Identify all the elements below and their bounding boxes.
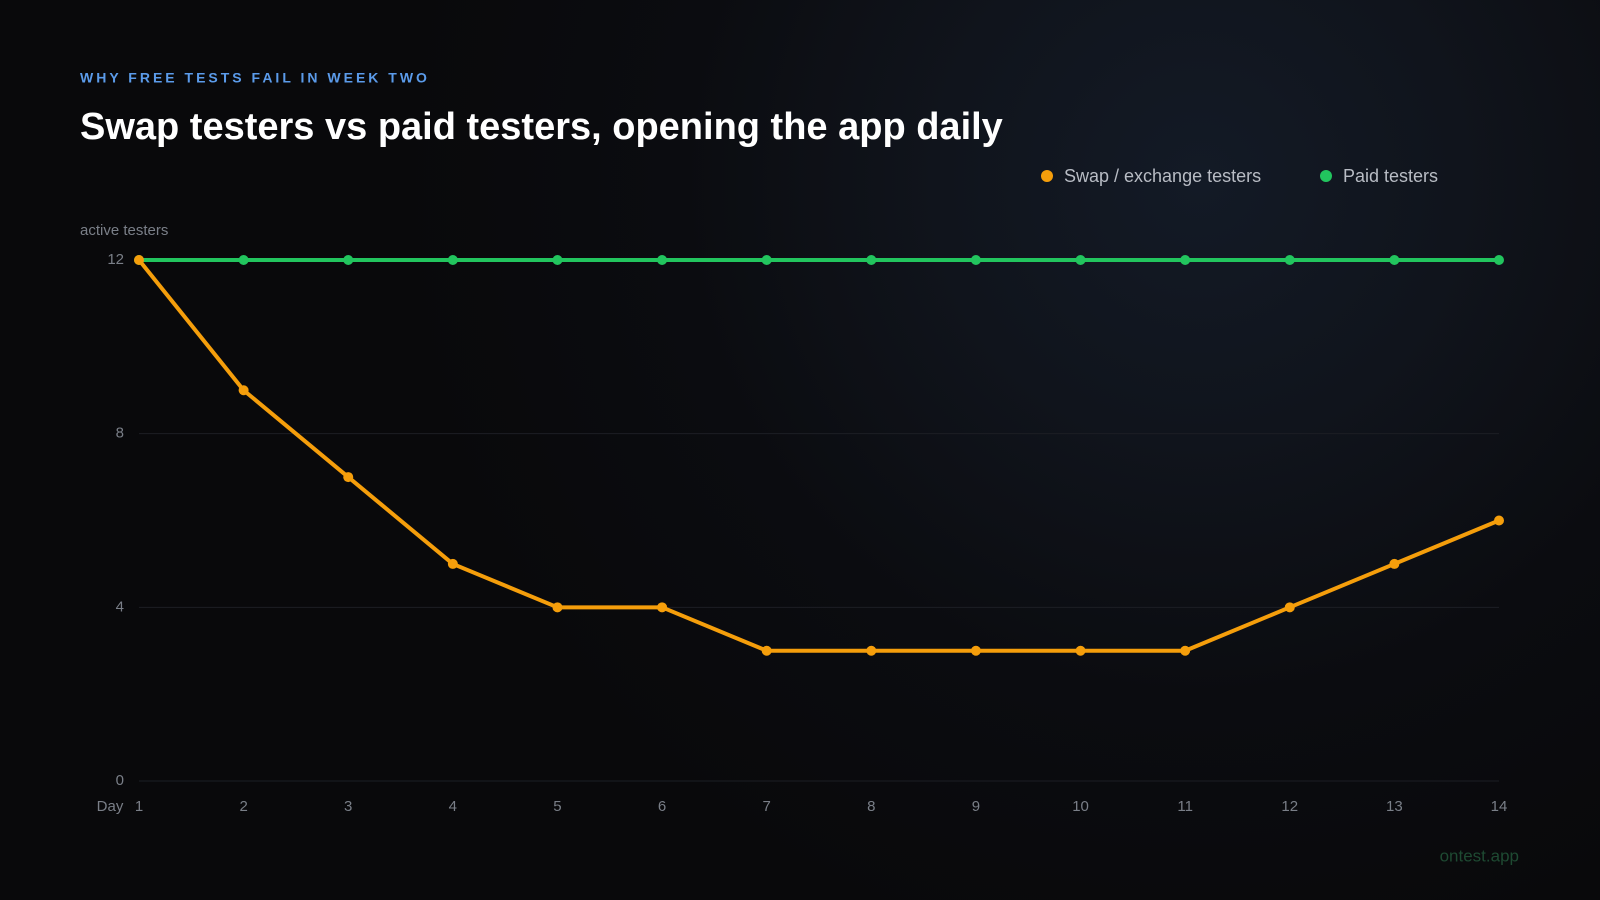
footer: ontest.app — [1440, 846, 1519, 865]
y-tick-label: 0 — [116, 772, 124, 789]
data-point — [343, 255, 354, 265]
legend-marker — [1320, 170, 1332, 182]
x-tick-label: 9 — [972, 798, 980, 815]
data-point — [1389, 255, 1400, 265]
x-tick-label: 7 — [763, 798, 771, 815]
data-point — [970, 645, 981, 656]
chart-title: Swap testers vs paid testers, opening th… — [80, 106, 1003, 148]
data-point — [343, 472, 354, 483]
data-point — [657, 602, 668, 613]
data-point — [552, 255, 563, 265]
data-point — [134, 255, 144, 265]
x-tick-label: 3 — [344, 798, 352, 815]
legend-label: Swap / exchange testers — [1064, 166, 1261, 186]
x-tick-label: 6 — [658, 798, 666, 815]
y-axis-label: active testers — [80, 222, 168, 239]
y-tick-label: 4 — [116, 598, 124, 615]
legend-label: Paid testers — [1343, 166, 1438, 186]
legend-marker — [1041, 170, 1053, 182]
data-point — [1494, 515, 1504, 526]
data-point — [447, 255, 458, 265]
x-axis-label: Day — [97, 798, 124, 815]
series-line — [137, 258, 1500, 653]
y-tick-label: 8 — [116, 425, 124, 442]
data-point — [1284, 255, 1295, 265]
data-point — [1075, 255, 1086, 265]
data-point — [970, 255, 981, 265]
x-tick-label: 5 — [553, 798, 561, 815]
kicker: WHY FREE TESTS FAIL IN WEEK TWO — [80, 70, 430, 86]
data-point — [238, 255, 249, 265]
data-point — [238, 385, 249, 396]
data-point — [657, 255, 668, 265]
data-point — [866, 255, 877, 265]
x-tick-label: 4 — [449, 798, 457, 815]
data-point — [1180, 645, 1191, 656]
x-tick-label: 14 — [1491, 798, 1508, 815]
x-tick-label: 11 — [1177, 798, 1193, 815]
data-point — [1284, 602, 1295, 613]
x-tick-label: 10 — [1072, 798, 1089, 815]
data-point — [1389, 558, 1400, 569]
data-point — [1180, 255, 1191, 265]
x-tick-label: 13 — [1386, 798, 1403, 815]
y-tick-label: 12 — [107, 251, 124, 268]
data-point — [1494, 255, 1504, 265]
x-tick-label: 1 — [135, 798, 143, 815]
data-point — [447, 558, 458, 569]
data-point — [1075, 645, 1086, 656]
x-tick-label: 12 — [1281, 798, 1298, 815]
data-point — [761, 255, 772, 265]
data-point — [866, 645, 877, 656]
data-point — [761, 645, 772, 656]
x-tick-label: 2 — [239, 798, 247, 815]
x-tick-label: 8 — [867, 798, 875, 815]
data-point — [552, 602, 563, 613]
